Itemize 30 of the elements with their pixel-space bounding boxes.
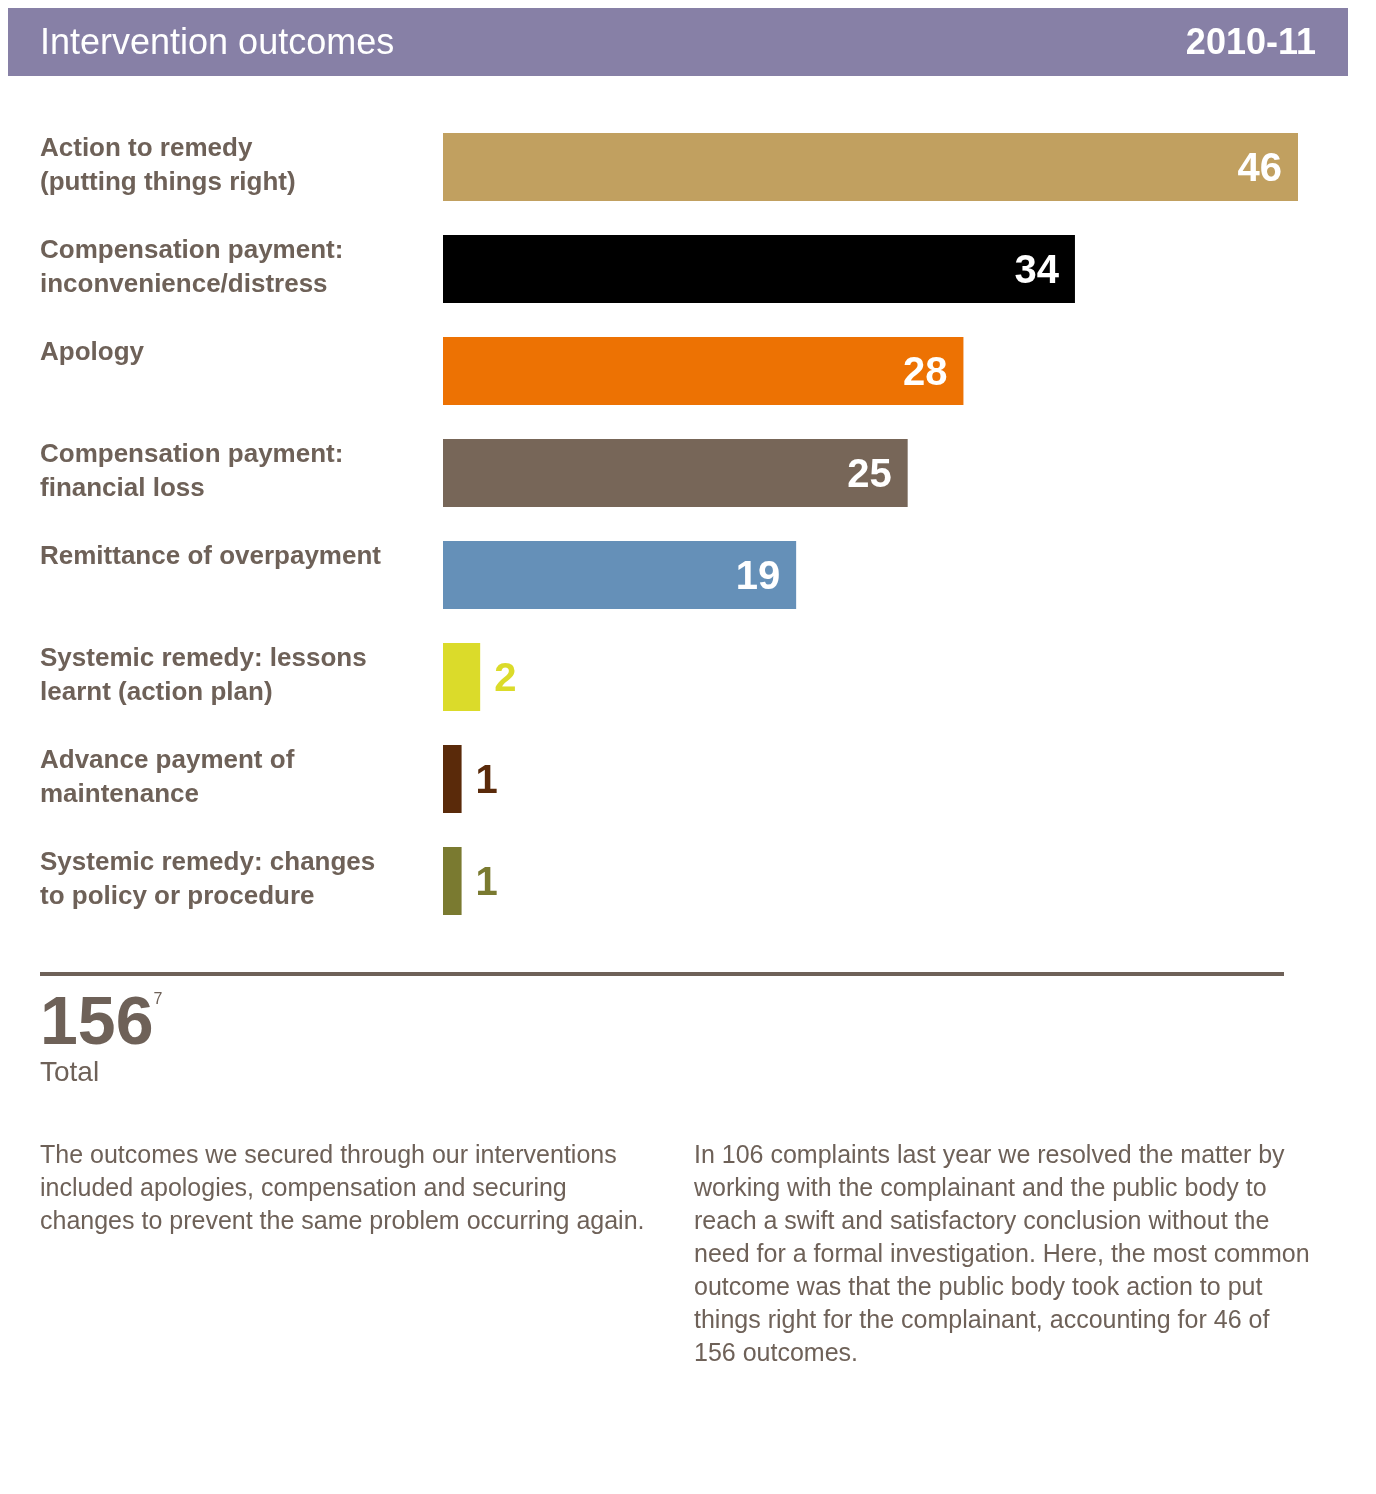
text: Total bbox=[40, 1056, 101, 1088]
y-tick-label: Action to remedy (putting things right) bbox=[40, 132, 296, 196]
data-label: 34 bbox=[1014, 247, 1060, 291]
chart-title: Intervention outcomes bbox=[40, 21, 395, 63]
data-label: 2 bbox=[494, 655, 517, 699]
bar bbox=[443, 541, 797, 609]
data-label: 1 bbox=[475, 757, 498, 801]
y-tick-label: Compensation payment: financial loss bbox=[40, 438, 344, 502]
y-tick-label: Remittance of overpayment bbox=[40, 540, 382, 570]
data-label: 25 bbox=[847, 451, 892, 495]
bar bbox=[443, 235, 1075, 303]
bar bbox=[443, 847, 462, 915]
y-tick-label: Systemic remedy: changes to policy or procedure bbox=[40, 846, 376, 910]
chart-subtitle: 2010-11 bbox=[1185, 21, 1316, 63]
text: In 106 complaints last year we resolved the matter by working with the complainant and the public body to reach a swift and satisfactory conclusion without the need for a formal investigation. Here, the most common outcome was that the public body took action to put things right for the complainant, accounting for 46 of 156 outcomes. bbox=[694, 1139, 1311, 1368]
bar bbox=[443, 643, 481, 711]
bar bbox=[443, 745, 462, 813]
y-tick-label: Advance payment of maintenance bbox=[40, 744, 295, 808]
bar bbox=[443, 337, 964, 405]
data-label: 28 bbox=[902, 349, 948, 393]
bar bbox=[443, 133, 1298, 201]
bar bbox=[443, 439, 908, 507]
data-label: 46 bbox=[1237, 145, 1282, 189]
y-tick-label: Compensation payment: inconvenience/distress bbox=[40, 234, 344, 298]
data-label: 19 bbox=[735, 553, 781, 597]
data-label: 1 bbox=[475, 859, 498, 903]
text: 156$^{7}$ bbox=[40, 982, 164, 1058]
text: The outcomes we secured through our interventions included apologies, compensation and securing changes to prevent the same problem occurring again. bbox=[40, 1139, 646, 1236]
y-tick-label: Apology bbox=[40, 336, 145, 366]
y-tick-label: Systemic remedy: lessons learnt (action plan) bbox=[40, 642, 367, 706]
